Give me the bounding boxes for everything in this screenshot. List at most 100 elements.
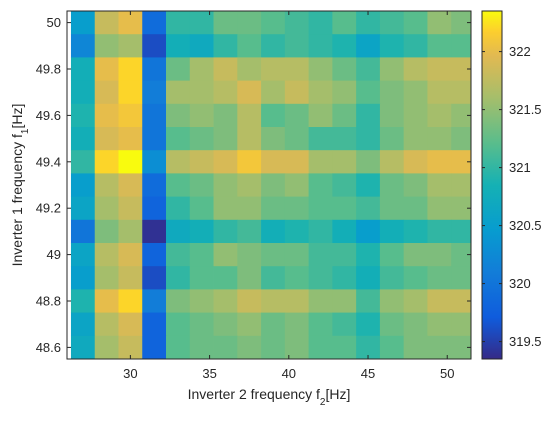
heatmap-cell <box>118 11 143 35</box>
heatmap-cell <box>332 127 357 151</box>
heatmap-cell <box>427 127 452 151</box>
heatmap-cell <box>166 289 191 313</box>
heatmap-cell <box>403 173 428 197</box>
heatmap-cell <box>427 57 452 81</box>
heatmap-cell <box>142 127 167 151</box>
heatmap-cell <box>189 196 214 221</box>
heatmap-cell <box>451 34 472 58</box>
heatmap-cell <box>332 289 357 313</box>
heatmap-cell <box>403 80 428 105</box>
heatmap-cell <box>451 57 472 81</box>
heatmap-cell <box>70 150 96 174</box>
heatmap-cell <box>451 11 472 35</box>
heatmap-cell <box>356 34 381 58</box>
heatmap-cell <box>237 34 262 58</box>
x-tick-label: 35 <box>202 366 216 381</box>
heatmap-cell <box>427 80 452 105</box>
heatmap-cell <box>70 127 96 151</box>
heatmap-cell <box>118 103 143 128</box>
heatmap-cell <box>308 11 333 35</box>
heatmap-cell <box>332 266 357 290</box>
heatmap-cell <box>308 127 333 151</box>
heatmap-cell <box>213 57 238 81</box>
heatmap-cell <box>427 243 452 267</box>
heatmap-cell <box>237 103 262 128</box>
heatmap-cell <box>379 173 405 197</box>
heatmap-cell <box>70 266 96 290</box>
heatmap-cell <box>166 103 191 128</box>
heatmap-cell <box>237 80 262 105</box>
heatmap-cell <box>213 127 238 151</box>
heatmap-cell <box>142 173 167 197</box>
y-tick-label: 49.6 <box>36 108 61 123</box>
heatmap-cell <box>166 150 191 174</box>
heatmap-cell <box>451 312 472 337</box>
heatmap-cell <box>189 312 214 337</box>
heatmap-cell <box>142 266 167 290</box>
heatmap-cell <box>237 127 262 151</box>
heatmap-cell <box>118 127 143 151</box>
colorbar-tick-label: 320.5 <box>509 218 542 233</box>
heatmap-cell <box>166 127 191 151</box>
heatmap-cell <box>356 196 381 221</box>
heatmap-cell <box>189 150 214 174</box>
heatmap-cell <box>237 243 262 267</box>
heatmap-cell <box>213 11 238 35</box>
heatmap-cell <box>166 266 191 290</box>
heatmap-cell <box>379 11 405 35</box>
x-tick-label: 50 <box>440 366 454 381</box>
heatmap-cell <box>379 335 405 360</box>
heatmap-cell <box>284 57 309 81</box>
colorbar-tick-label: 321 <box>509 160 531 175</box>
heatmap-cell <box>451 127 472 151</box>
heatmap-cell <box>284 289 309 313</box>
heatmap-cell <box>332 312 357 337</box>
heatmap-cell <box>142 219 167 244</box>
heatmap-cell <box>451 150 472 174</box>
heatmap-cell <box>427 103 452 128</box>
heatmap-cell <box>284 243 309 267</box>
heatmap-cell <box>332 243 357 267</box>
heatmap-cell <box>261 11 286 35</box>
heatmap-cell <box>403 57 428 81</box>
y-tick-label: 49.4 <box>36 154 61 169</box>
y-axis-label-unit: [Hz] <box>9 104 25 129</box>
y-axis-label-text: Inverter 1 frequency f <box>9 134 25 266</box>
heatmap-cell <box>284 335 309 360</box>
heatmap-cell <box>356 243 381 267</box>
heatmap-cell <box>308 34 333 58</box>
x-axis-ticks: 30 35 40 45 50 <box>123 11 454 381</box>
heatmap-cell <box>142 103 167 128</box>
x-axis-label-unit: [Hz] <box>325 386 350 402</box>
heatmap-cell <box>70 243 96 267</box>
heatmap-cell <box>356 11 381 35</box>
heatmap-cell <box>213 312 238 337</box>
heatmap-cell <box>189 11 214 35</box>
heatmap-cell <box>189 289 214 313</box>
heatmap-cell <box>213 243 238 267</box>
y-tick-label: 48.6 <box>36 340 61 355</box>
heatmap-cell <box>166 80 191 105</box>
heatmap-cell <box>261 196 286 221</box>
heatmap-cell <box>284 34 309 58</box>
heatmap-cell <box>284 127 309 151</box>
heatmap-cell <box>379 150 405 174</box>
heatmap-cell <box>118 57 143 81</box>
heatmap-cell <box>94 150 119 174</box>
heatmap-cell <box>261 335 286 360</box>
colorbar-tick-label: 321.5 <box>509 102 542 117</box>
colorbar <box>481 10 503 360</box>
heatmap-cell <box>118 34 143 58</box>
heatmap-cell <box>379 289 405 313</box>
heatmap-cell <box>261 34 286 58</box>
heatmap-cell <box>427 34 452 58</box>
heatmap-cell <box>284 266 309 290</box>
heatmap-cell <box>356 127 381 151</box>
heatmap-cell <box>427 11 452 35</box>
heatmap-cell <box>379 266 405 290</box>
heatmap-cell <box>70 219 96 244</box>
heatmap-cell <box>237 266 262 290</box>
heatmap-cell <box>189 219 214 244</box>
heatmap-cell <box>308 196 333 221</box>
